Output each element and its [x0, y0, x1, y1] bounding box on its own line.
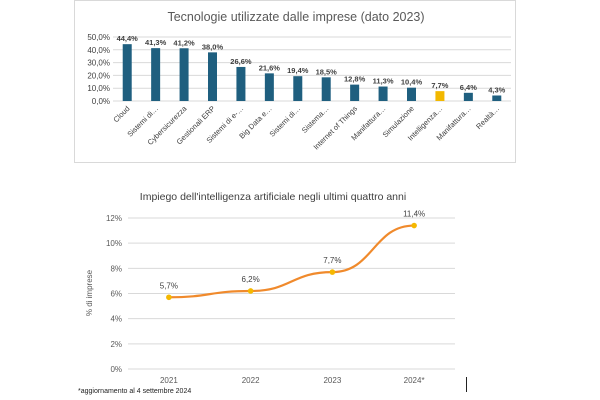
- bar: [208, 52, 217, 101]
- data-label: 7,7%: [323, 256, 341, 265]
- bar-value-label: 21,6%: [259, 63, 281, 72]
- bar-value-label: 18,5%: [316, 67, 338, 76]
- bar-value-label: 10,4%: [401, 78, 423, 87]
- data-label: 5,7%: [160, 281, 178, 290]
- y-tick-label: 0%: [110, 365, 122, 374]
- data-point: [411, 222, 417, 229]
- bar-value-label: 41,3%: [145, 38, 167, 47]
- bar: [435, 91, 445, 101]
- bar-value-label: 12,8%: [344, 75, 366, 84]
- y-axis-label: % di imprese: [85, 269, 94, 316]
- x-tick-label: 2022: [242, 376, 260, 385]
- y-tick-label: 6%: [110, 290, 122, 299]
- chart-title: Tecnologie utilizzate dalle imprese (dat…: [167, 10, 424, 24]
- series-line: [168, 224, 415, 299]
- bar-value-label: 19,4%: [287, 66, 309, 75]
- data-point: [247, 288, 254, 294]
- bar: [350, 84, 360, 101]
- text-cursor: [466, 377, 467, 392]
- chart-title: Impiego dell'intelligenza artificiale ne…: [140, 191, 406, 203]
- data-point: [329, 269, 336, 275]
- technologies-bar-chart: Tecnologie utilizzate dalle imprese (dat…: [87, 10, 511, 152]
- y-tick-label: 2%: [110, 340, 122, 349]
- bar-value-label: 41,2%: [173, 38, 195, 47]
- bar: [407, 87, 416, 101]
- bar: [492, 95, 502, 101]
- bar-value-label: 4,3%: [488, 85, 505, 94]
- bar-value-label: 38,0%: [202, 42, 224, 51]
- bar: [179, 48, 189, 101]
- bar-value-label: 6,4%: [460, 83, 477, 92]
- bar-value-label: 11,3%: [373, 77, 394, 86]
- y-tick-label: 10,0%: [87, 84, 110, 93]
- y-tick-label: 12%: [106, 214, 122, 223]
- bar: [293, 76, 303, 101]
- bar-value-label: 26,6%: [230, 57, 252, 66]
- bar-value-label: 44,4%: [117, 34, 139, 43]
- y-tick-label: 8%: [110, 264, 122, 273]
- y-tick-label: 4%: [110, 315, 122, 324]
- x-tick-label: 2024*: [404, 376, 425, 385]
- y-tick-label: 0,0%: [92, 97, 110, 106]
- bar: [151, 48, 161, 101]
- bar: [321, 77, 331, 101]
- bar: [236, 66, 246, 101]
- y-tick-label: 30,0%: [87, 59, 110, 68]
- bar: [264, 73, 274, 101]
- data-label: 11,4%: [403, 210, 425, 219]
- x-tick-label: 2021: [160, 376, 178, 385]
- bar-value-label: 7,7%: [431, 81, 448, 90]
- y-tick-label: 50,0%: [87, 33, 110, 42]
- data-point: [166, 294, 172, 301]
- bar: [378, 86, 388, 101]
- y-tick-label: 10%: [106, 239, 122, 248]
- x-tick-label: 2023: [323, 376, 341, 385]
- update-footnote: *aggiornamento al 4 settembre 2024: [78, 388, 192, 395]
- y-tick-label: 40,0%: [87, 46, 110, 55]
- bar: [122, 44, 132, 101]
- y-tick-label: 20,0%: [87, 71, 110, 80]
- bar-chart-panel: Tecnologie utilizzate dalle imprese (dat…: [74, 0, 516, 163]
- data-label: 6,2%: [242, 275, 260, 284]
- bar: [463, 92, 473, 101]
